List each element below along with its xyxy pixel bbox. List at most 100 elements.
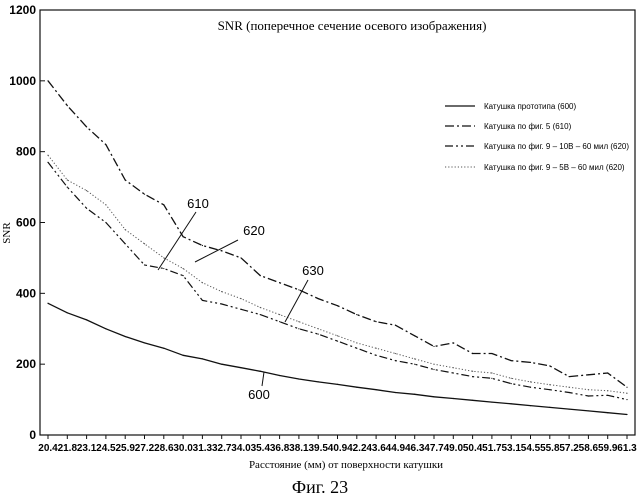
data-point <box>394 391 396 394</box>
data-point <box>124 243 126 245</box>
x-tick-label: 31.3 <box>193 443 213 454</box>
data-point <box>47 302 49 304</box>
x-tick-label: 36.8 <box>270 443 290 454</box>
data-point <box>414 363 416 365</box>
y-tick-label: 0 <box>29 428 36 442</box>
data-point <box>607 372 609 374</box>
data-point <box>336 340 339 342</box>
data-point <box>356 347 358 349</box>
y-tick-label: 800 <box>16 145 36 159</box>
data-point <box>163 257 165 259</box>
data-point <box>240 308 242 310</box>
data-point <box>66 179 68 181</box>
x-tick-label: 44.9 <box>386 443 406 454</box>
data-point <box>529 381 532 383</box>
data-point <box>259 370 261 372</box>
data-point <box>452 372 454 374</box>
data-point <box>240 367 242 369</box>
data-point <box>259 313 261 316</box>
x-tick-label: 54.5 <box>521 443 541 454</box>
data-point <box>66 105 68 107</box>
data-point <box>86 190 88 192</box>
data-point <box>587 395 590 397</box>
data-point <box>356 313 358 316</box>
y-tick-label: 200 <box>16 357 36 371</box>
data-point <box>143 193 146 195</box>
data-point <box>452 397 454 400</box>
y-ticks: 0 200 400 600 800 1000 1200 <box>9 3 45 442</box>
data-point <box>375 354 377 356</box>
data-point <box>529 386 532 388</box>
data-point <box>433 368 435 371</box>
figure-caption: Фиг. 23 <box>292 477 348 497</box>
y-tick-label: 600 <box>16 216 36 230</box>
data-point <box>491 401 493 403</box>
series-line-0 <box>47 302 628 416</box>
x-tick-label: 47.7 <box>424 443 444 454</box>
data-point <box>279 374 281 377</box>
data-point <box>298 289 300 291</box>
x-tick-label: 25.9 <box>115 443 135 454</box>
data-point <box>221 303 223 305</box>
data-point <box>587 374 590 376</box>
x-tick-label: 61.3 <box>617 443 637 454</box>
data-point <box>66 312 68 314</box>
x-tick-label: 55.8 <box>540 443 560 454</box>
data-point <box>105 328 107 330</box>
x-tick-label: 28.6 <box>154 443 174 454</box>
data-point <box>317 381 319 383</box>
x-axis-label: Расстояние (мм) от поверхности катушки <box>249 459 443 471</box>
data-point <box>375 347 377 349</box>
series-line-3 <box>47 154 628 394</box>
chart-title: SNR (поперечное сечение осевого изображе… <box>218 18 487 33</box>
data-point <box>47 154 49 156</box>
data-point <box>221 250 223 252</box>
data-point <box>66 186 68 188</box>
plot-area-frame <box>39 9 636 436</box>
data-point <box>491 372 493 374</box>
data-point <box>163 267 165 270</box>
data-point <box>163 347 165 349</box>
annotation-leader <box>194 239 239 263</box>
data-point <box>607 394 609 396</box>
x-tick-label: 27.2 <box>135 443 155 454</box>
x-tick-label: 50.4 <box>463 443 483 454</box>
data-point <box>472 370 474 372</box>
legend-label-1: Катушка по фиг. 5 (610) <box>484 122 572 131</box>
data-point <box>105 204 107 206</box>
data-point <box>626 413 628 416</box>
data-point <box>317 298 319 300</box>
x-tick-label: 40.9 <box>328 443 348 454</box>
x-tick-label: 20.4 <box>38 443 58 454</box>
annotation-leader <box>284 279 309 323</box>
data-point <box>510 360 512 362</box>
x-tick-label: 30.0 <box>173 443 193 454</box>
data-point <box>356 386 358 388</box>
data-point <box>452 342 454 344</box>
data-point <box>143 342 146 344</box>
data-point <box>298 321 300 323</box>
data-point <box>201 282 203 284</box>
annotation-label: 630 <box>302 263 324 278</box>
legend: Катушка прототипа (600) Катушка по фиг. 5… <box>445 102 629 172</box>
x-tick-label: 51.7 <box>482 443 502 454</box>
data-point <box>201 244 203 247</box>
data-point <box>336 335 339 337</box>
data-point <box>568 391 570 394</box>
data-point <box>626 392 628 394</box>
x-tick-label: 49.0 <box>444 443 464 454</box>
y-tick-label: 1000 <box>9 74 36 88</box>
legend-label-3: Катушка по фиг. 9 – 5В – 60 мил (620) <box>484 163 625 172</box>
data-point <box>317 333 319 335</box>
data-point <box>587 410 590 412</box>
annotation-leader <box>157 211 197 271</box>
data-point <box>549 365 551 367</box>
data-point <box>549 389 551 391</box>
data-point <box>607 412 609 414</box>
data-point <box>549 406 551 408</box>
x-tick-label: 58.6 <box>579 443 599 454</box>
x-tick-label: 34.0 <box>231 443 251 454</box>
data-point <box>394 324 396 326</box>
data-point <box>336 305 339 307</box>
y-tick-label: 400 <box>16 286 36 300</box>
